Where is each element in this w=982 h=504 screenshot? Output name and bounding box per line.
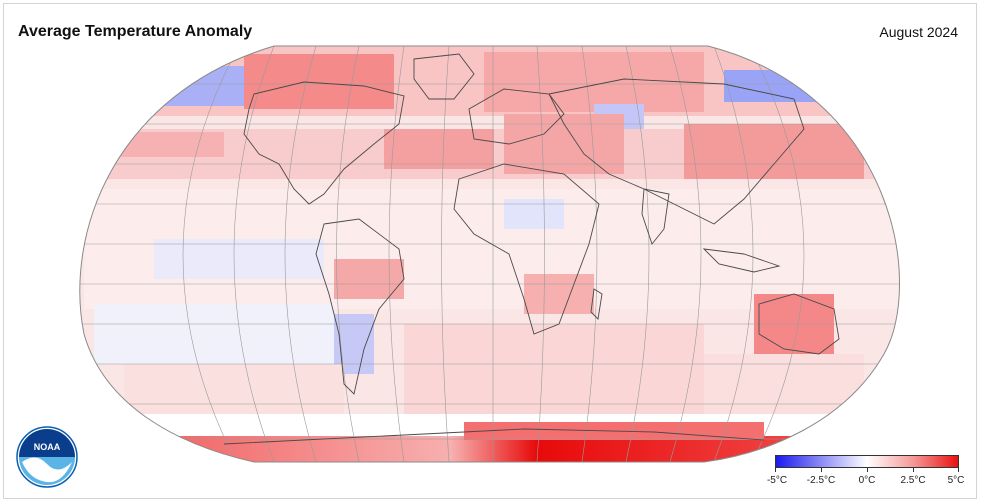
color-legend: -5°C -2.5°C 0°C 2.5°C 5°C — [766, 455, 969, 495]
noaa-logo-text: NOAA — [34, 442, 61, 452]
map-title: Average Temperature Anomaly — [18, 23, 253, 40]
graticule — [79, 46, 900, 462]
legend-tick: -5°C — [766, 475, 788, 486]
anomaly-field — [79, 46, 900, 462]
legend-tick: 5°C — [947, 475, 965, 486]
legend-tick: -2.5°C — [806, 475, 836, 486]
legend-tick: 0°C — [858, 475, 876, 486]
figure-frame: Average Temperature Anomaly August 2024 — [3, 3, 977, 499]
coastlines — [223, 53, 840, 445]
noaa-logo-icon: NOAA — [16, 426, 78, 488]
legend-tick: 2.5°C — [900, 475, 926, 486]
legend-colorbar — [775, 455, 959, 468]
map-date: August 2024 — [879, 24, 958, 40]
globe-outline — [79, 45, 900, 463]
world-anomaly-map — [79, 45, 900, 463]
